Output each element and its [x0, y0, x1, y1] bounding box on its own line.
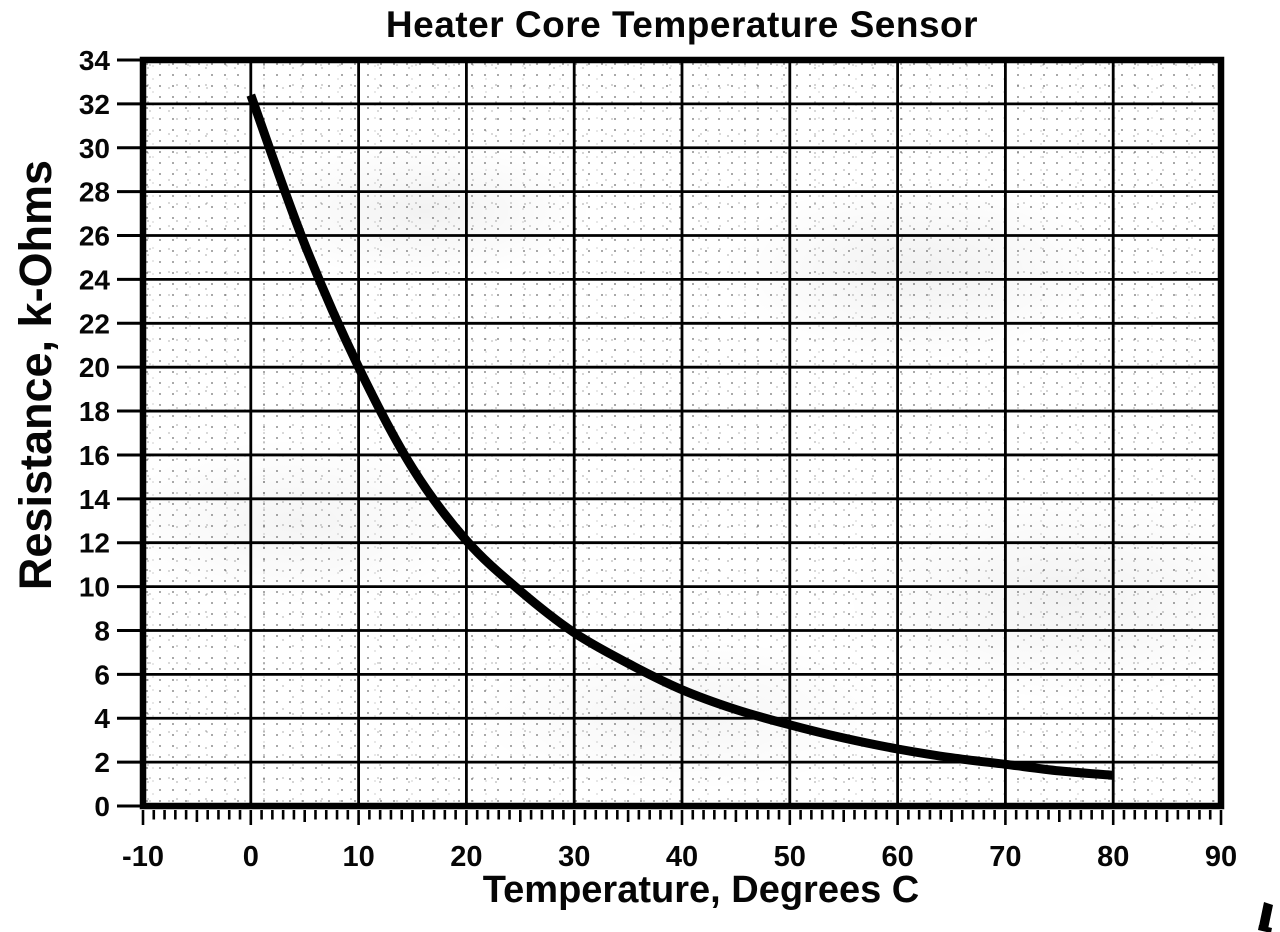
y-tick-label: 18 — [79, 396, 110, 427]
sensor-resistance-curve — [246, 93, 1114, 780]
y-tick-label: 16 — [79, 440, 110, 471]
y-tick-label: 2 — [94, 747, 110, 778]
x-tick-label: -10 — [122, 841, 164, 873]
y-tick-label: 26 — [79, 221, 110, 252]
x-tick-label: 10 — [342, 841, 374, 873]
y-tick-label: 24 — [79, 264, 111, 295]
scan-artifact-mark — [1258, 902, 1273, 932]
y-tick-label: 20 — [79, 352, 110, 383]
x-tick-label: 0 — [243, 841, 259, 873]
x-tick-label: 50 — [774, 841, 806, 873]
y-tick-label: 32 — [79, 89, 110, 120]
x-tick-label: 60 — [881, 841, 913, 873]
y-tick-label: 14 — [79, 484, 111, 515]
chart-title: Heater Core Temperature Sensor — [385, 4, 979, 45]
y-tick-label: 22 — [79, 308, 110, 339]
y-tick-label: 10 — [79, 572, 110, 603]
y-tick-label: 34 — [79, 45, 111, 76]
y-tick-label: 30 — [79, 133, 110, 164]
y-tick-label: 28 — [79, 177, 110, 208]
x-tick-label: 30 — [558, 841, 590, 873]
y-tick-label: 0 — [94, 791, 110, 822]
x-tick-label: 70 — [989, 841, 1021, 873]
x-axis-title: Temperature, Degrees C — [482, 869, 920, 911]
y-tick-label: 8 — [94, 615, 110, 646]
y-tick-label: 4 — [94, 703, 110, 734]
y-tick-label: 6 — [94, 659, 110, 690]
x-tick-label: 40 — [666, 841, 698, 873]
y-tick-label: 12 — [79, 528, 110, 559]
plot-border — [139, 56, 1225, 810]
x-tick-label: 80 — [1097, 841, 1129, 873]
x-tick-label: 20 — [450, 841, 482, 873]
x-tick-label: 90 — [1205, 841, 1237, 873]
